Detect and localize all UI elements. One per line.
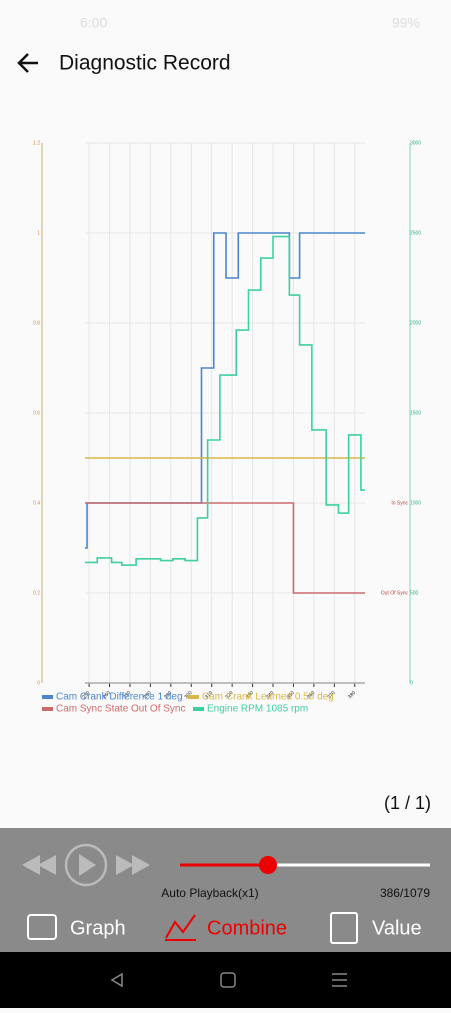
y2-tick-label: 2000 [410,320,421,326]
legend-label: Engine RPM 1085 rpm [207,704,308,715]
y2-tick-label: 500 [410,590,419,596]
combine-icon [165,914,196,941]
y-tick-label: 0 [37,680,40,686]
graph-icon [27,914,57,940]
legend-label: Cam Sync State Out Of Sync [56,704,186,715]
x-tick-label: 290 [163,690,173,700]
page-title: Diagnostic Record [59,52,231,75]
legend-label: Cam Crank Learned 0.50 deg [202,692,334,703]
value-icon [330,912,358,944]
slider-knob[interactable] [259,856,277,874]
background [0,0,451,828]
status-time: 6:00 [80,15,107,31]
x-tick-label: 280 [143,690,153,700]
y-tick-label: 0.8 [33,320,40,326]
x-tick-label: 270 [122,690,132,700]
tab-active[interactable]: Combine [207,917,287,939]
series-line [85,235,365,566]
y2-tick-label: 2500 [410,230,421,236]
nav-home[interactable] [220,972,236,988]
tab[interactable]: Value [372,917,422,939]
play-icon [79,854,96,876]
playback-position: 386/1079 [380,886,430,900]
nav-back[interactable] [110,972,123,988]
legend-swatch [42,707,53,711]
y-tick-label: 1 [37,230,40,236]
annotation: Out Of Sync [381,590,409,596]
play-button[interactable] [64,843,108,887]
x-tick-label: 330 [245,690,255,700]
tab[interactable]: Graph [70,917,126,939]
status-battery: 99% [392,15,420,31]
nav-recents[interactable] [332,973,347,987]
y-tick-label: 0.4 [33,500,40,506]
legend-swatch [193,707,204,711]
y2-tick-label: 3000 [410,140,421,146]
page-indicator: (1 / 1) [384,793,431,813]
chart: 2502602702802903003103203303403503603703… [33,140,421,714]
y-tick-label: 0.6 [33,410,40,416]
x-tick-label: 260 [102,690,112,700]
rewind-button[interactable] [22,855,56,875]
x-tick-label: 320 [224,690,234,700]
x-tick-label: 380 [347,690,357,700]
x-tick-label: 250 [81,690,91,700]
nav-bar [0,952,451,1008]
y-tick-label: 1.2 [33,140,40,146]
y2-tick-label: 1500 [410,410,421,416]
playback-mode: Auto Playback(x1) [161,886,258,900]
annotation: In Sync [391,500,408,506]
forward-button[interactable] [116,855,150,875]
y2-tick-label: 0 [410,680,413,686]
legend-swatch [188,695,199,699]
x-tick-label: 340 [265,690,275,700]
x-tick-label: 370 [327,690,337,700]
series-line [85,502,365,594]
back-button[interactable] [17,53,38,73]
legend-label: Cam Crank Difference 1 deg [56,692,183,703]
y2-tick-label: 1000 [410,500,421,506]
x-tick-label: 360 [306,690,316,700]
legend-swatch [42,695,53,699]
x-tick-label: 310 [204,690,214,700]
x-tick-label: 350 [286,690,296,700]
y-tick-label: 0.2 [33,590,40,596]
